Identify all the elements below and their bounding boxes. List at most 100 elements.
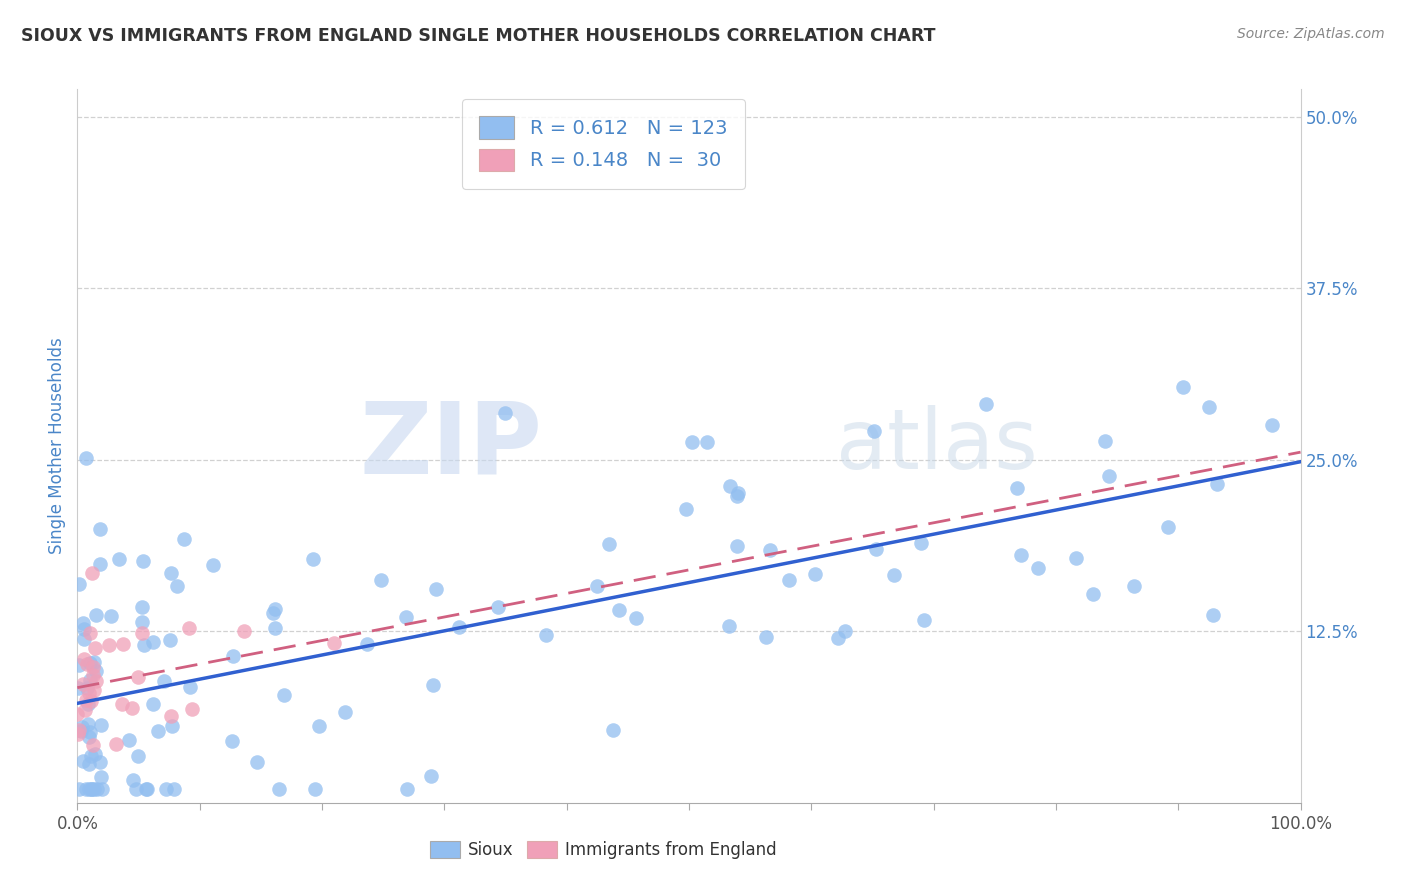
Point bbox=[89, 755, 111, 769]
Point bbox=[73, 703, 96, 717]
Point bbox=[112, 637, 135, 651]
Point bbox=[67, 727, 90, 741]
Point bbox=[778, 573, 800, 587]
Point bbox=[602, 723, 624, 738]
Point bbox=[883, 567, 905, 582]
Point bbox=[75, 693, 97, 707]
Point bbox=[1010, 549, 1032, 563]
Point bbox=[449, 620, 471, 634]
Point bbox=[79, 749, 101, 764]
Point bbox=[131, 615, 153, 629]
Point bbox=[77, 698, 100, 712]
Point bbox=[222, 648, 245, 663]
Point bbox=[131, 599, 153, 614]
Point bbox=[262, 606, 284, 620]
Point bbox=[66, 707, 89, 722]
Point bbox=[135, 782, 157, 797]
Point bbox=[79, 673, 101, 687]
Point bbox=[77, 782, 100, 797]
Point bbox=[179, 681, 201, 695]
Point bbox=[108, 552, 131, 566]
Point bbox=[1064, 550, 1087, 565]
Point bbox=[135, 782, 157, 797]
Point bbox=[865, 541, 887, 556]
Point bbox=[72, 616, 94, 631]
Point bbox=[125, 782, 148, 797]
Point bbox=[322, 636, 344, 650]
Point bbox=[76, 681, 98, 695]
Point bbox=[264, 602, 287, 616]
Point bbox=[142, 635, 165, 649]
Point bbox=[67, 723, 90, 738]
Point bbox=[803, 566, 825, 581]
Point bbox=[1026, 561, 1049, 575]
Point bbox=[77, 686, 100, 700]
Point bbox=[89, 522, 111, 536]
Point bbox=[304, 782, 326, 797]
Point bbox=[725, 489, 748, 503]
Point bbox=[79, 757, 101, 772]
Point bbox=[1094, 434, 1116, 449]
Point bbox=[90, 770, 112, 784]
Point bbox=[177, 621, 200, 635]
Point bbox=[1173, 380, 1195, 394]
Point bbox=[121, 772, 143, 787]
Point bbox=[425, 582, 447, 596]
Point bbox=[755, 630, 778, 644]
Point bbox=[83, 782, 105, 797]
Point bbox=[73, 652, 96, 666]
Text: Source: ZipAtlas.com: Source: ZipAtlas.com bbox=[1237, 27, 1385, 41]
Point bbox=[75, 782, 97, 797]
Point bbox=[67, 577, 90, 591]
Point bbox=[67, 782, 90, 797]
Point bbox=[80, 782, 103, 797]
Point bbox=[834, 624, 856, 638]
Point bbox=[863, 424, 886, 438]
Point bbox=[1198, 401, 1220, 415]
Point bbox=[131, 626, 153, 640]
Point bbox=[759, 542, 782, 557]
Point bbox=[86, 664, 108, 678]
Point bbox=[100, 608, 122, 623]
Point bbox=[624, 611, 647, 625]
Point bbox=[333, 705, 356, 719]
Point bbox=[264, 621, 287, 635]
Point bbox=[90, 718, 112, 732]
Point bbox=[83, 655, 105, 669]
Point bbox=[83, 640, 105, 655]
Point bbox=[727, 486, 749, 500]
Point bbox=[201, 558, 224, 572]
Point bbox=[827, 631, 849, 645]
Point bbox=[607, 603, 630, 617]
Point bbox=[221, 734, 243, 748]
Point bbox=[127, 670, 149, 684]
Point bbox=[90, 782, 112, 797]
Point bbox=[82, 738, 104, 752]
Point bbox=[912, 613, 935, 627]
Point bbox=[675, 502, 697, 516]
Point bbox=[84, 607, 107, 622]
Point bbox=[111, 697, 134, 711]
Point bbox=[121, 701, 143, 715]
Point bbox=[118, 733, 141, 747]
Point bbox=[132, 639, 155, 653]
Point bbox=[155, 782, 177, 797]
Point bbox=[132, 554, 155, 568]
Point bbox=[1205, 476, 1227, 491]
Point bbox=[66, 681, 89, 695]
Point bbox=[67, 658, 90, 673]
Point bbox=[1202, 607, 1225, 622]
Point bbox=[79, 656, 101, 670]
Point bbox=[681, 434, 703, 449]
Point bbox=[725, 539, 748, 553]
Point bbox=[160, 708, 183, 723]
Point bbox=[396, 782, 419, 797]
Point bbox=[82, 660, 104, 674]
Point bbox=[419, 769, 441, 783]
Point bbox=[302, 551, 325, 566]
Point bbox=[718, 478, 741, 492]
Point bbox=[267, 782, 290, 797]
Point bbox=[105, 737, 128, 751]
Point bbox=[75, 450, 97, 465]
Point bbox=[84, 747, 107, 761]
